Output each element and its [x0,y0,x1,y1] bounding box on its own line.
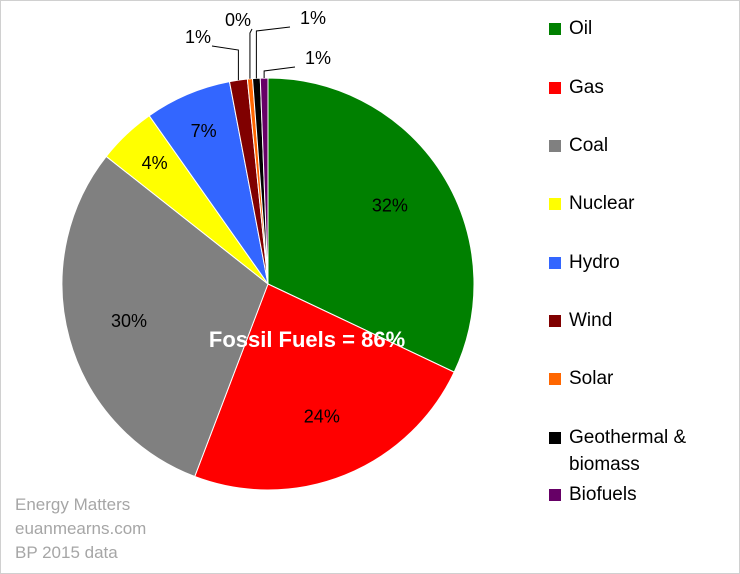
leader-line [255,26,291,79]
data-label: 24% [304,407,340,427]
pie-slice [194,283,455,491]
legend-label: Wind [569,310,613,331]
legend-item: Gas [549,74,729,101]
data-label: 4% [142,153,168,173]
legend-item: Biofuels [549,481,729,508]
legend-item: Solar [549,365,729,392]
legend-label: Coal [569,135,609,156]
footer-text: BP 2015 data [15,543,118,562]
data-label: 1% [185,27,211,47]
leader-line [249,28,253,79]
legend-swatch [549,489,561,501]
legend-label: Geothermal & biomass [569,427,687,475]
legend-item: Nuclear [549,190,729,217]
pie-slice [61,155,269,478]
legend-swatch [549,23,561,35]
legend-label: Biofuels [569,484,637,505]
leader-line [263,66,296,79]
leader-line [211,45,239,81]
legend-label: Solar [569,368,614,389]
data-label: 0% [225,10,251,30]
legend-item: Hydro [549,249,729,276]
data-label: 1% [305,48,331,68]
legend-swatch [549,373,561,385]
legend-label: Gas [569,77,604,98]
footer-text: Energy Matters [15,495,131,514]
legend-swatch [549,82,561,94]
pie-area: 32% 24% 30% 4% 7% 1% 0% 1% 1% Fossil Fuels = 86% [61,8,475,491]
data-label: 30% [111,311,147,331]
pie-slice [267,77,475,373]
legend-label: Oil [569,18,593,39]
data-label: 32% [372,196,408,216]
legend-swatch [549,432,561,444]
legend-item: Geothermal & biomass [549,424,729,478]
legend-item: Wind [549,307,729,334]
legend-swatch [549,198,561,210]
legend-swatch [549,140,561,152]
data-label: 1% [300,8,326,28]
footer-text: euanmearns.com [15,519,147,538]
legend-item: Oil [549,15,729,42]
legend-swatch [549,257,561,269]
legend-label: Hydro [569,252,620,273]
data-label: 7% [191,121,217,141]
legend-label: Nuclear [569,193,635,214]
annotation: Fossil Fuels = 86% [209,327,405,352]
legend-swatch [549,315,561,327]
legend-item: Coal [549,132,729,159]
